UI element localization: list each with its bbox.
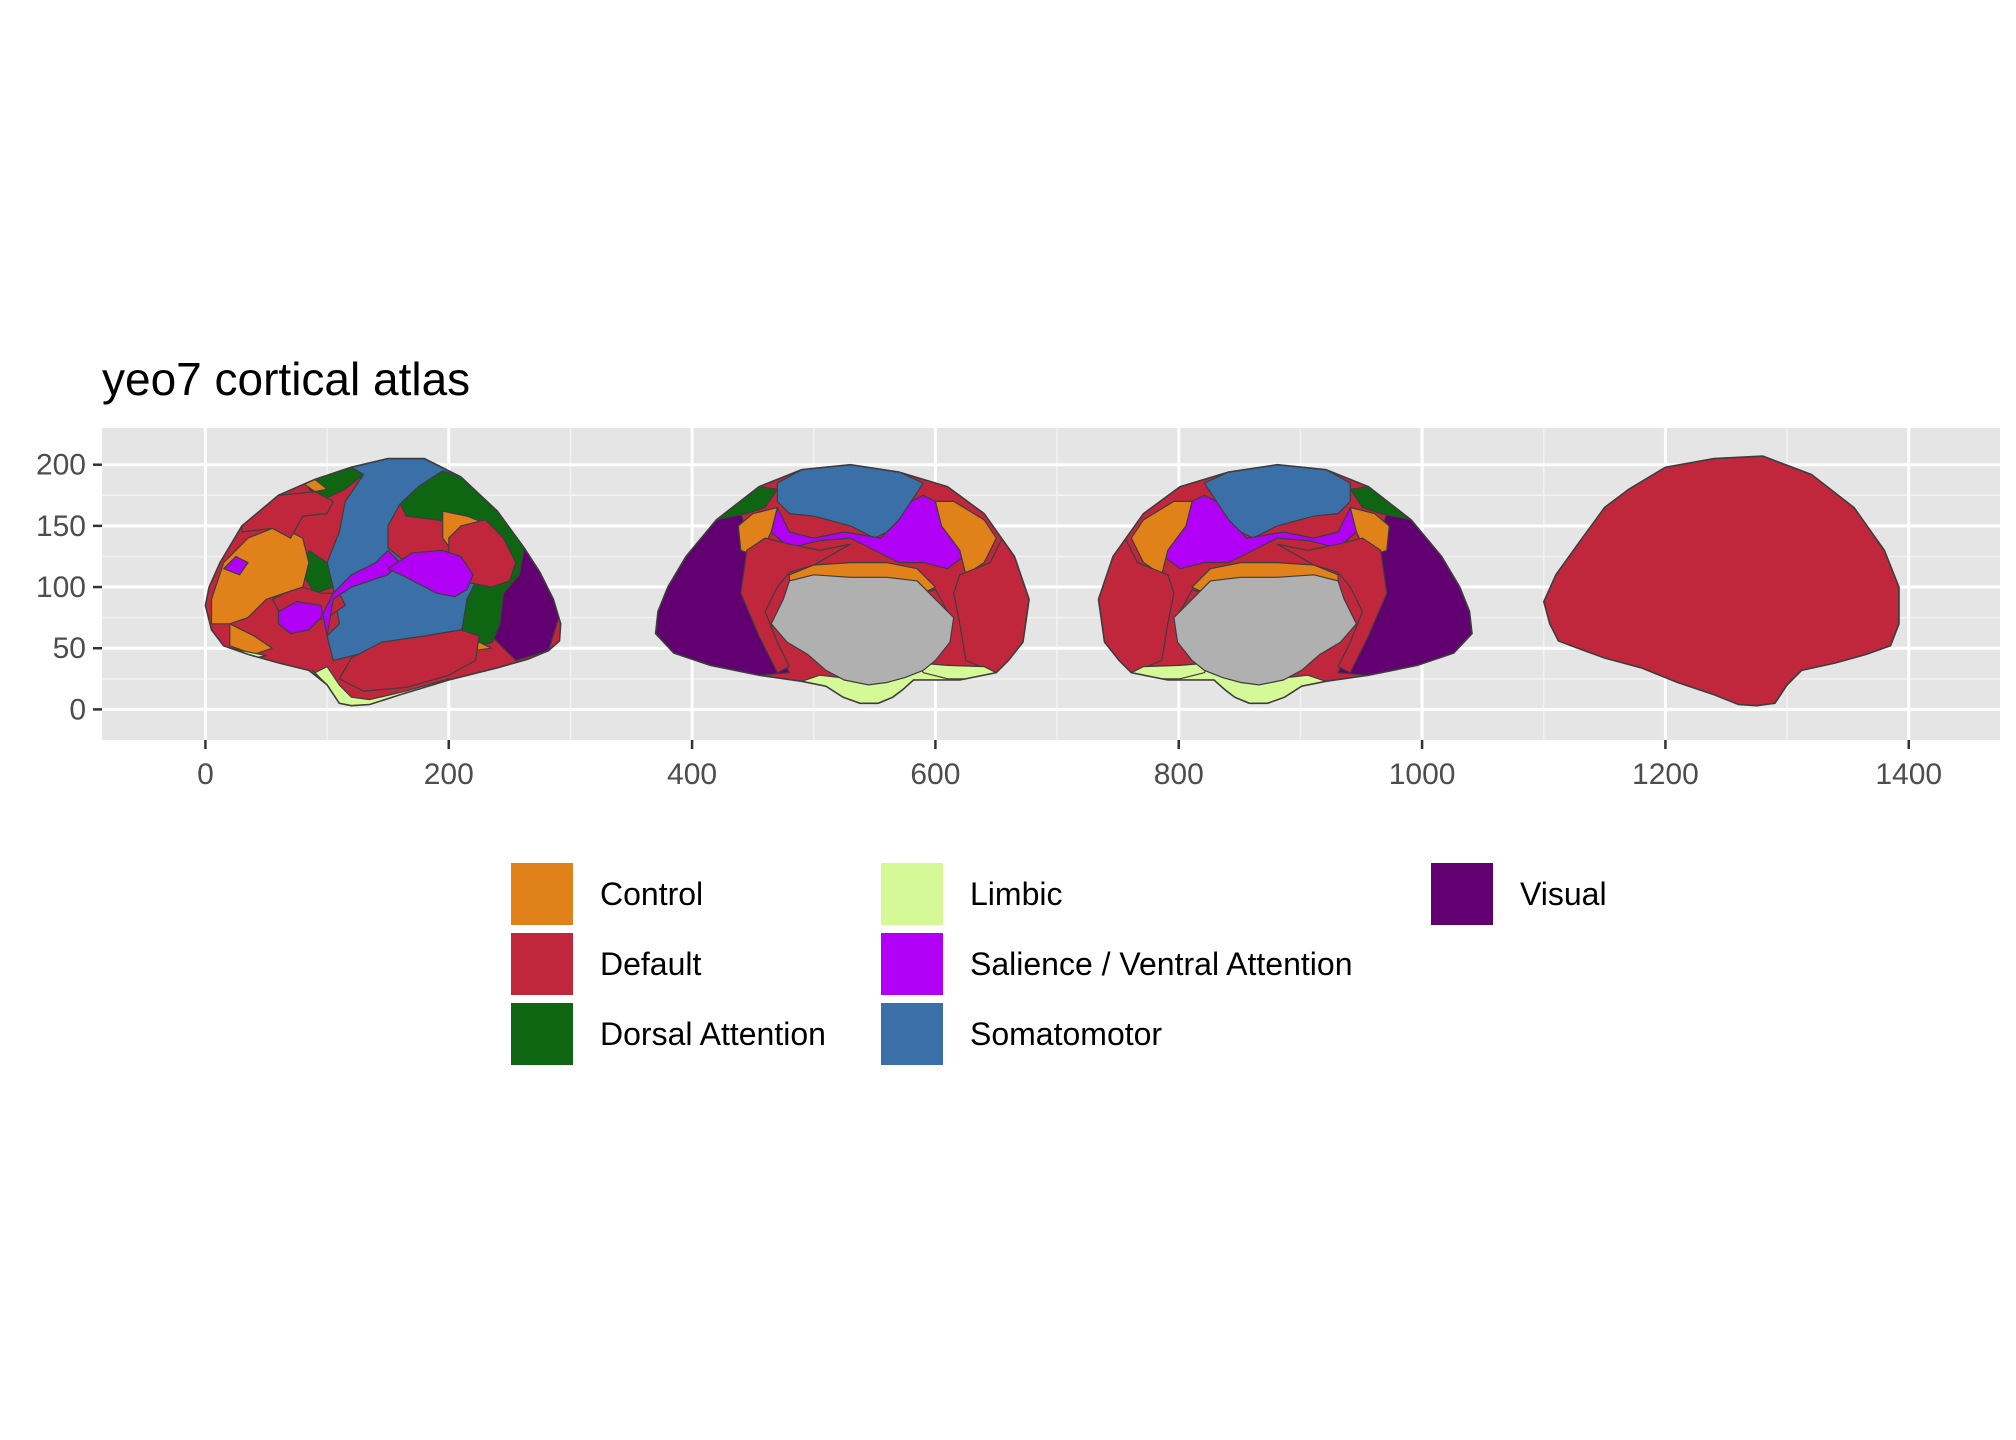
legend-item: Somatomotor bbox=[879, 1001, 1162, 1067]
legend-label: Default bbox=[600, 946, 702, 982]
legend-swatch bbox=[509, 1001, 575, 1067]
parcel-salience-ventral-attention bbox=[223, 555, 249, 576]
brain-outline bbox=[654, 463, 1030, 705]
y-tick-label: 0 bbox=[69, 693, 86, 726]
y-tick-label: 200 bbox=[36, 449, 86, 482]
legend-swatch bbox=[879, 861, 945, 927]
parcel-somatomotor bbox=[326, 458, 480, 662]
legend-item: Salience / Ventral Attention bbox=[879, 931, 1352, 997]
x-axis: 0 200 400 600 800 1000 1200 1400 bbox=[197, 740, 1942, 791]
x-tick-label: 1000 bbox=[1389, 758, 1456, 791]
legend-swatch bbox=[1429, 861, 1495, 927]
brain-outline bbox=[1097, 463, 1473, 705]
y-axis: 0 50 100 150 200 bbox=[36, 449, 102, 726]
x-tick-label: 0 bbox=[197, 758, 214, 791]
legend-label: Salience / Ventral Attention bbox=[970, 946, 1352, 982]
legend-swatch bbox=[509, 861, 575, 927]
legend-label: Limbic bbox=[970, 876, 1062, 912]
legend: Control Default Dorsal Attention Limbic Sali… bbox=[509, 861, 1607, 1067]
parcel-salience-ventral-attention bbox=[277, 549, 401, 637]
legend-label: Somatomotor bbox=[970, 1016, 1162, 1052]
x-tick-label: 600 bbox=[910, 758, 960, 791]
chart-title: yeo7 cortical atlas bbox=[102, 353, 470, 405]
legend-item: Dorsal Attention bbox=[509, 1001, 826, 1067]
legend-swatch bbox=[509, 931, 575, 997]
legend-item: Visual bbox=[1429, 861, 1607, 927]
x-tick-label: 200 bbox=[424, 758, 474, 791]
parcel-control bbox=[229, 623, 273, 655]
legend-item: Control bbox=[509, 861, 703, 927]
x-tick-label: 1400 bbox=[1875, 758, 1942, 791]
brain-views bbox=[204, 455, 1900, 707]
x-tick-label: 1200 bbox=[1632, 758, 1699, 791]
parcel-salience-ventral-attention bbox=[387, 549, 474, 598]
parcel-default bbox=[740, 537, 851, 674]
brain-outline bbox=[204, 457, 562, 707]
parcel-default bbox=[1276, 537, 1388, 674]
legend-item: Default bbox=[509, 931, 702, 997]
legend-item: Limbic bbox=[879, 861, 1062, 927]
brain-outline bbox=[1542, 455, 1900, 707]
y-tick-label: 50 bbox=[53, 632, 86, 665]
legend-swatch bbox=[879, 931, 945, 997]
medial-wall bbox=[1173, 574, 1358, 686]
y-tick-label: 150 bbox=[36, 510, 86, 543]
y-tick-label: 100 bbox=[36, 571, 86, 604]
legend-label: Control bbox=[600, 876, 703, 912]
parcel-control bbox=[934, 500, 997, 576]
legend-label: Visual bbox=[1520, 876, 1607, 912]
x-tick-label: 800 bbox=[1154, 758, 1204, 791]
parcel-default bbox=[241, 491, 334, 539]
legend-swatch bbox=[879, 1001, 945, 1067]
parcel-default bbox=[338, 629, 480, 692]
parcel-control bbox=[1130, 500, 1193, 576]
medial-wall bbox=[770, 574, 955, 686]
x-tick-label: 400 bbox=[667, 758, 717, 791]
legend-label: Dorsal Attention bbox=[600, 1016, 826, 1052]
